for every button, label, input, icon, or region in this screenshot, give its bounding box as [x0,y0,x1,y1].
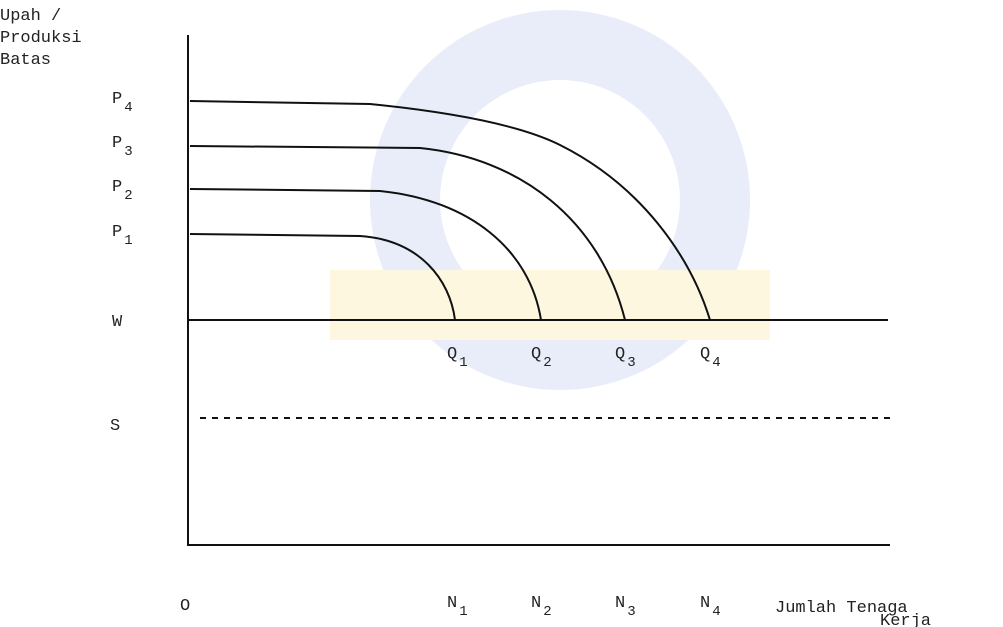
subsistence-label: S [110,417,120,436]
y-axis-label: Upah / [0,7,61,26]
point-label-letter: Q [700,345,710,364]
wage-label: W [112,313,123,332]
employment-label-subscript: 1 [459,604,467,620]
employment-label-letter: N [700,594,710,613]
employment-label-letter: N [615,594,625,613]
employment-label-letter: N [531,594,541,613]
employment-label-subscript: 3 [627,604,635,620]
point-label-letter: Q [615,345,625,364]
curve-label-letter: P [112,134,122,153]
curve-label-subscript: 4 [124,100,132,116]
point-label-subscript: 3 [627,355,635,371]
point-label-subscript: 4 [712,355,720,371]
x-axis-label: Kerja [880,612,931,627]
curve-label-subscript: 1 [124,233,132,249]
curve-label-letter: P [112,223,122,242]
employment-label-subscript: 4 [712,604,720,620]
y-axis-label: Produksi [0,29,82,48]
origin-label: O [180,597,190,616]
employment-label-letter: N [447,594,457,613]
point-label-letter: Q [447,345,457,364]
curve-label-subscript: 2 [124,188,132,204]
employment-label-subscript: 2 [543,604,551,620]
point-label-letter: Q [531,345,541,364]
curve-label-subscript: 3 [124,144,132,160]
point-label-subscript: 2 [543,355,551,371]
curve-label-letter: P [112,178,122,197]
point-label-subscript: 1 [459,355,467,371]
y-axis-label: Batas [0,51,51,70]
curve-label-letter: P [112,90,122,109]
diagram: Upah /ProduksiBatasJumlah TenagaKerjaOWS… [0,0,1003,627]
